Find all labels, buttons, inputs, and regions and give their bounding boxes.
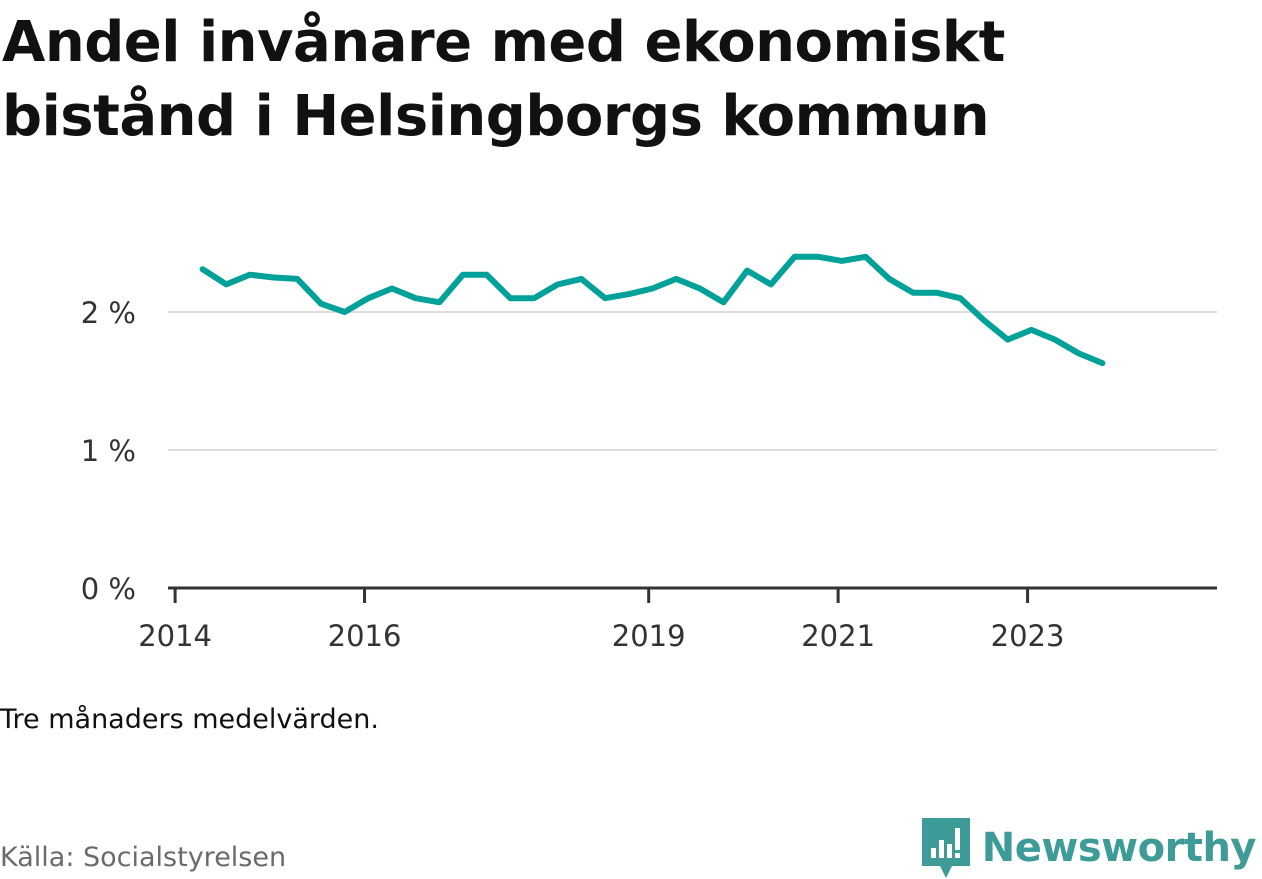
data-point: [555, 282, 560, 287]
data-point: [295, 276, 300, 281]
data-point: [674, 276, 679, 281]
data-point: [271, 275, 276, 280]
y-tick-label: 0 %: [81, 572, 136, 606]
data-point: [792, 254, 797, 259]
data-point: [982, 318, 986, 323]
data-point: [603, 296, 608, 301]
data-point: [650, 286, 655, 291]
y-tick-label: 2 %: [81, 296, 136, 330]
source-credit: Källa: Socialstyrelsen: [0, 842, 287, 873]
data-point: [1029, 327, 1034, 332]
data-point: [342, 310, 347, 314]
data-point: [934, 290, 939, 295]
data-point: [413, 296, 418, 301]
y-tick-label: 1 %: [81, 434, 136, 468]
data-point: [816, 254, 821, 259]
data-point: [484, 272, 489, 277]
data-point: [745, 268, 750, 273]
data-point: [1053, 337, 1057, 342]
data-point: [437, 300, 442, 305]
data-point: [1076, 351, 1081, 356]
brand-name: Newsworthy: [981, 825, 1257, 871]
x-tick-label: 2019: [612, 619, 686, 653]
data-series: [199, 253, 1106, 367]
data-point: [697, 286, 702, 291]
data-point: [319, 301, 323, 306]
x-axis-ticks: 2014 2016 2019 2021 2023: [138, 588, 1064, 653]
data-point: [958, 296, 963, 301]
data-point: [224, 282, 229, 287]
data-point: [508, 296, 513, 301]
data-point: [579, 276, 584, 281]
chart-title: Andel invånare med ekonomiskt bistånd i …: [2, 10, 1005, 149]
data-point: [200, 267, 205, 272]
series-line-0: [199, 253, 1106, 367]
grid-lines: [168, 311, 1217, 451]
data-point: [721, 300, 726, 305]
x-tick-label: 2021: [801, 619, 875, 653]
data-point: [461, 272, 465, 277]
data-point: [1100, 361, 1105, 366]
x-tick-label: 2023: [991, 619, 1065, 653]
data-point: [390, 286, 394, 291]
x-tick-label: 2016: [328, 619, 402, 653]
data-point: [887, 276, 892, 281]
data-point: [768, 282, 773, 287]
data-point: [863, 254, 868, 259]
data-point: [839, 258, 844, 263]
data-point: [1005, 337, 1010, 342]
data-point: [366, 296, 371, 301]
data-point: [247, 272, 252, 277]
line-chart: 0 % 1 % 2 % 2014 2016 2019 2021 2023: [81, 253, 1217, 653]
newsworthy-logo-icon: [921, 818, 970, 878]
brand-logo: Newsworthy: [921, 818, 1257, 878]
data-point: [626, 292, 631, 297]
data-point: [532, 296, 537, 301]
data-point: [911, 290, 915, 295]
x-tick-label: 2014: [138, 619, 212, 653]
chart-note: Tre månaders medelvärden.: [0, 704, 379, 735]
y-axis-ticks: 0 % 1 % 2 %: [81, 296, 136, 606]
